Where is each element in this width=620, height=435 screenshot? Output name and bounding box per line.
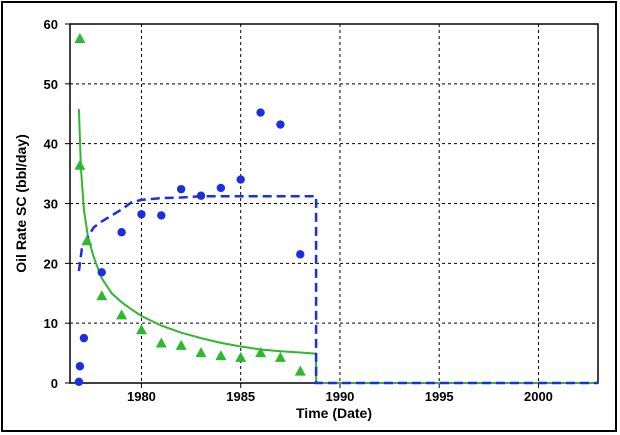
x-tick-label: 1990 (325, 389, 354, 404)
triangle-marker (274, 351, 286, 362)
series-markers (74, 33, 306, 387)
circle-marker (97, 268, 106, 277)
x-tick-label: 1985 (226, 389, 255, 404)
circle-marker (137, 210, 146, 219)
y-tick-label: 10 (44, 316, 58, 331)
triangle-marker (294, 365, 306, 376)
circle-marker (196, 191, 206, 200)
simulated-line-dashed (77, 195, 598, 385)
circle-marker (117, 228, 126, 237)
circle-marker (79, 333, 89, 343)
y-axis-label: Oil Rate SC (bbl/day) (13, 134, 29, 272)
triangle-marker (136, 324, 147, 335)
triangle-marker (96, 290, 108, 301)
triangle-marker (235, 351, 247, 362)
y-tick-label: 60 (44, 17, 58, 32)
circle-marker (157, 211, 166, 220)
circle-marker (176, 184, 186, 194)
x-tick-label: 2000 (524, 389, 553, 404)
circle-marker (276, 120, 285, 129)
triangle-marker (175, 339, 187, 350)
x-tick-label: 1995 (425, 389, 454, 404)
x-tick-label: 1980 (127, 389, 156, 404)
triangle-marker (155, 337, 167, 348)
grid (65, 23, 598, 388)
triangle-marker (255, 347, 267, 358)
circle-marker (256, 108, 265, 117)
triangle-marker (215, 350, 227, 361)
triangle-marker (195, 347, 207, 358)
tick-labels: 1980 1985 1990 1995 2000 0 10 20 30 40 50 60 (44, 17, 553, 404)
y-tick-label: 20 (44, 256, 58, 271)
simulated-line-solid (77, 108, 598, 384)
triangle-marker (74, 159, 86, 170)
y-tick-label: 0 (51, 376, 58, 391)
circle-marker (216, 183, 226, 193)
circle-marker (74, 377, 84, 387)
triangle-marker (74, 33, 86, 43)
y-tick-label: 30 (44, 197, 58, 212)
series-lines (77, 108, 598, 385)
circle-marker (296, 250, 305, 259)
circle-marker (75, 362, 85, 371)
x-axis-label: Time (Date) (296, 405, 372, 421)
y-tick-label: 40 (44, 137, 58, 152)
circle-marker (236, 175, 245, 184)
y-tick-label: 50 (44, 77, 58, 92)
triangle-marker (116, 309, 128, 320)
triangle-marker (81, 235, 93, 246)
